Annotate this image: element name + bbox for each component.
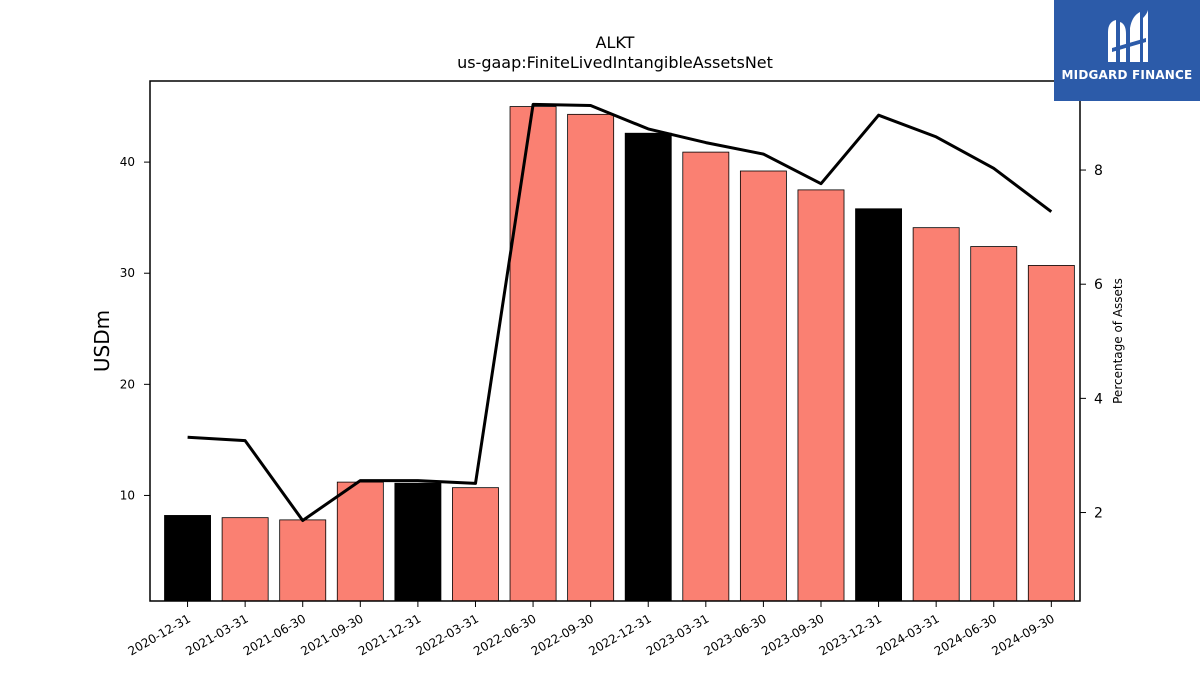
bars-layer (164, 106, 1075, 602)
left-axis: 10 20 30 40 (120, 155, 150, 502)
bar-2020-12-31 (164, 515, 211, 602)
y2-tick-label: 4 (1094, 391, 1103, 407)
bar-2021-09-30 (336, 481, 384, 602)
bar-2023-06-30 (739, 170, 787, 602)
x-tick-label: 2022-03-31 (414, 611, 481, 658)
chart-title: ALKT (596, 33, 635, 52)
bar-2022-09-30 (567, 113, 615, 602)
bar-2021-06-30 (279, 519, 327, 602)
bar-2023-03-31 (682, 151, 730, 602)
bar-2021-12-31 (394, 482, 442, 602)
x-tick-label: 2023-12-31 (817, 611, 884, 658)
y2-tick-label: 2 (1094, 506, 1103, 522)
x-axis: 2020-12-312021-03-312021-06-302021-09-30… (126, 601, 1057, 658)
midgard-logo-icon (1108, 10, 1148, 62)
x-tick-label: 2024-09-30 (989, 611, 1056, 658)
brand-logo: MIDGARD FINANCE (1054, 0, 1200, 101)
y2-axis-label: Percentage of Assets (1111, 278, 1125, 404)
y-tick-label: 30 (120, 266, 135, 280)
x-tick-label: 2021-12-31 (356, 611, 423, 658)
bar-2024-03-31 (912, 227, 960, 602)
bar-2022-06-30 (509, 106, 557, 602)
y2-tick-label: 6 (1094, 277, 1103, 293)
x-tick-label: 2024-03-31 (874, 611, 941, 658)
x-tick-label: 2022-09-30 (529, 611, 596, 658)
y-tick-label: 10 (120, 488, 135, 502)
y2-tick-label: 8 (1094, 163, 1103, 179)
x-tick-label: 2021-03-31 (183, 611, 250, 658)
y-axis-label: USDm (90, 310, 114, 372)
plot-frame (149, 80, 1081, 602)
x-tick-label: 2021-09-30 (298, 611, 365, 658)
y-tick-label: 20 (120, 377, 135, 391)
x-tick-label: 2021-06-30 (241, 611, 308, 658)
x-tick-label: 2024-06-30 (932, 611, 999, 658)
bar-2023-12-31 (855, 208, 903, 602)
chart-subtitle: us-gaap:FiniteLivedIntangibleAssetsNet (457, 53, 773, 72)
x-tick-label: 2022-06-30 (471, 611, 538, 658)
x-tick-label: 2023-09-30 (759, 611, 826, 658)
right-axis: 2 4 6 8 (1080, 163, 1103, 522)
brand-name: MIDGARD FINANCE (1061, 68, 1193, 82)
y-tick-label: 40 (120, 155, 135, 169)
bar-2023-09-30 (797, 189, 845, 602)
bar-2022-03-31 (452, 487, 499, 602)
x-tick-label: 2023-03-31 (644, 611, 711, 658)
x-tick-label: 2023-06-30 (701, 611, 768, 658)
bar-2024-06-30 (970, 246, 1018, 602)
line-layer (187, 102, 1053, 522)
bar-2021-03-31 (221, 517, 269, 602)
x-tick-label: 2022-12-31 (586, 611, 653, 658)
x-tick-label: 2020-12-31 (126, 611, 193, 658)
bar-2022-12-31 (624, 132, 672, 602)
bar-2024-09-30 (1027, 265, 1075, 602)
percentage-line (187, 102, 1053, 522)
